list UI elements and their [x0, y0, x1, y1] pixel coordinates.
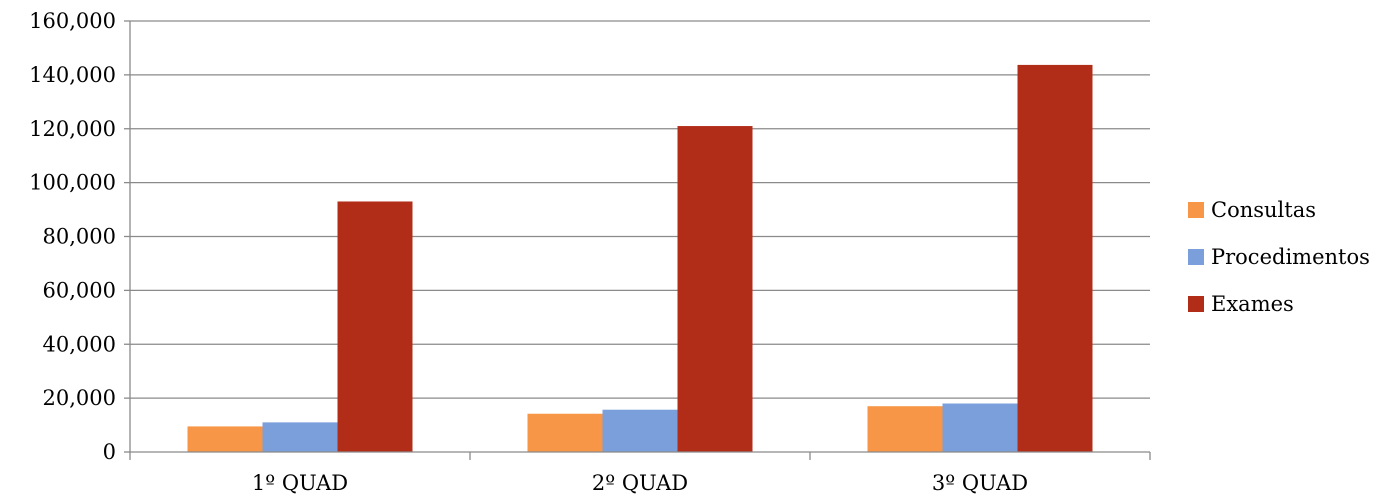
y-tick-label: 120,000 — [29, 117, 116, 141]
bar-consultas-1 — [187, 426, 263, 452]
x-tick-label: 3º QUAD — [932, 471, 1028, 495]
x-tick-label: 2º QUAD — [592, 471, 688, 495]
bar-exames-3 — [1017, 64, 1093, 452]
y-axis: 0 20,000 40,000 60,000 80,000 100,000 120,000 1… — [29, 9, 131, 464]
legend-label-exames: Exames — [1211, 292, 1294, 316]
x-tick-label: 1º QUAD — [252, 471, 348, 495]
x-axis: 1º QUAD 2º QUAD 3º QUAD — [129, 451, 1151, 495]
y-tick-label: 20,000 — [43, 386, 116, 410]
legend-label-procedimentos: Procedimentos — [1211, 245, 1370, 269]
y-tick-label: 160,000 — [29, 9, 116, 33]
legend-swatch-procedimentos — [1188, 249, 1204, 265]
bar-exames-2 — [677, 126, 753, 453]
bar-consultas-2 — [527, 413, 603, 452]
gridlines — [130, 20, 1150, 399]
bar-procedimentos-3 — [942, 403, 1018, 452]
y-tick-label: 60,000 — [43, 278, 116, 302]
legend: Consultas Procedimentos Exames — [1188, 198, 1370, 316]
bar-consultas-3 — [867, 406, 943, 452]
y-tick-label: 100,000 — [29, 171, 116, 195]
legend-swatch-exames — [1188, 296, 1204, 312]
y-tick-label: 140,000 — [29, 63, 116, 87]
legend-swatch-consultas — [1188, 202, 1204, 218]
bar-procedimentos-2 — [602, 409, 678, 452]
y-tick-label: 0 — [103, 440, 116, 464]
legend-label-consultas: Consultas — [1211, 198, 1316, 222]
y-tick-label: 40,000 — [43, 332, 116, 356]
bar-procedimentos-1 — [262, 422, 338, 452]
bars — [187, 64, 1093, 453]
y-tick-label: 80,000 — [43, 225, 116, 249]
bar-exames-1 — [337, 201, 413, 452]
